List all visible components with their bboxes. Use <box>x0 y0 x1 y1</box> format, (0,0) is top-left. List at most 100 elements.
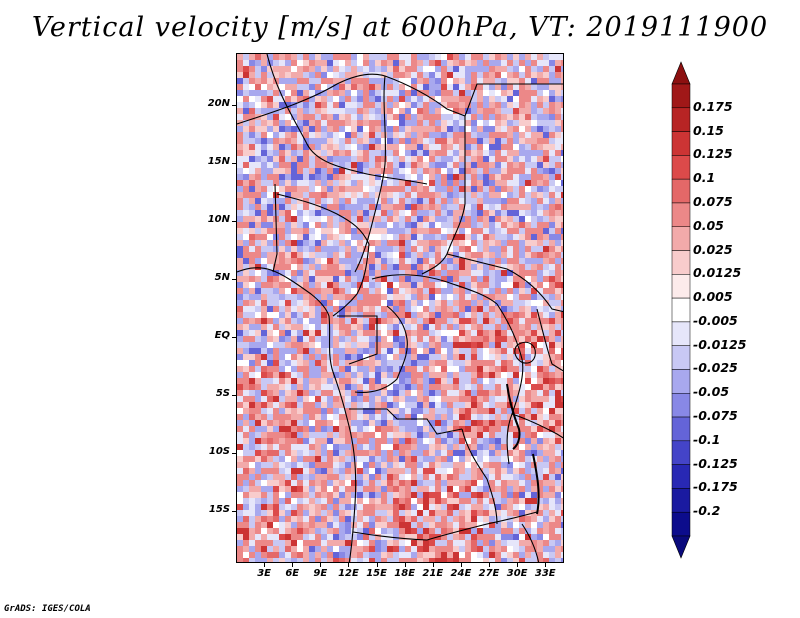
field-cell <box>561 522 563 528</box>
field-cell <box>537 516 543 522</box>
field-cell <box>315 114 321 120</box>
field-cell <box>285 258 291 264</box>
field-cell <box>525 240 531 246</box>
field-cell <box>237 300 243 306</box>
field-cell <box>243 276 249 282</box>
field-cell <box>321 300 327 306</box>
field-cell <box>531 60 537 66</box>
field-cell <box>453 414 459 420</box>
field-cell <box>447 258 453 264</box>
field-cell <box>441 192 447 198</box>
field-cell <box>297 120 303 126</box>
field-cell <box>357 246 363 252</box>
field-cell <box>477 552 483 558</box>
field-cell <box>351 306 357 312</box>
field-cell <box>411 108 417 114</box>
field-cell <box>345 414 351 420</box>
field-cell <box>327 522 333 528</box>
field-cell <box>255 72 261 78</box>
field-cell <box>273 282 279 288</box>
field-cell <box>399 354 405 360</box>
field-cell <box>495 270 501 276</box>
field-cell <box>399 186 405 192</box>
colorbar-label: -0.175 <box>693 479 738 495</box>
field-cell <box>453 486 459 492</box>
field-cell <box>309 294 315 300</box>
field-cell <box>345 480 351 486</box>
field-cell <box>525 180 531 186</box>
border-drc-east <box>496 303 524 465</box>
field-cell <box>435 120 441 126</box>
field-cell <box>477 90 483 96</box>
field-cell <box>537 468 543 474</box>
field-cell <box>507 444 513 450</box>
field-cell <box>291 396 297 402</box>
field-cell <box>351 468 357 474</box>
field-cell <box>291 156 297 162</box>
field-cell <box>345 120 351 126</box>
field-cell <box>345 498 351 504</box>
field-cell <box>273 348 279 354</box>
field-cell <box>357 132 363 138</box>
field-cell <box>441 498 447 504</box>
field-cell <box>351 312 357 318</box>
field-cell <box>411 144 417 150</box>
field-cell <box>303 330 309 336</box>
field-cell <box>393 408 399 414</box>
field-cell <box>399 468 405 474</box>
field-cell <box>531 78 537 84</box>
field-cell <box>507 414 513 420</box>
field-cell <box>243 444 249 450</box>
field-cell <box>435 318 441 324</box>
field-cell <box>339 240 345 246</box>
field-cell <box>363 276 369 282</box>
field-cell <box>399 516 405 522</box>
field-cell <box>249 276 255 282</box>
field-cell <box>429 426 435 432</box>
lon-label: 3E <box>257 568 271 579</box>
field-cell <box>459 414 465 420</box>
field-cell <box>339 78 345 84</box>
field-cell <box>399 402 405 408</box>
field-cell <box>459 462 465 468</box>
field-cell <box>285 114 291 120</box>
field-cell <box>273 306 279 312</box>
field-cell <box>315 414 321 420</box>
field-cell <box>435 252 441 258</box>
field-cell <box>465 264 471 270</box>
field-cell <box>297 474 303 480</box>
field-cell <box>549 150 555 156</box>
field-cell <box>501 480 507 486</box>
field-cell <box>465 90 471 96</box>
field-cell <box>519 312 525 318</box>
field-cell <box>405 438 411 444</box>
field-cell <box>291 498 297 504</box>
field-cell <box>519 126 525 132</box>
field-cell <box>525 324 531 330</box>
field-cell <box>369 102 375 108</box>
field-cell <box>489 84 495 90</box>
field-cell <box>321 72 327 78</box>
field-cell <box>555 456 561 462</box>
field-cell <box>531 474 537 480</box>
field-cell <box>519 492 525 498</box>
field-cell <box>285 330 291 336</box>
field-cell <box>429 186 435 192</box>
field-cell <box>549 546 555 552</box>
field-cell <box>285 108 291 114</box>
field-cell <box>483 312 489 318</box>
field-cell <box>261 102 267 108</box>
field-cell <box>471 522 477 528</box>
field-cell <box>453 150 459 156</box>
field-cell <box>285 402 291 408</box>
field-cell <box>405 288 411 294</box>
field-cell <box>345 342 351 348</box>
field-cell <box>435 96 441 102</box>
field-cell <box>555 168 561 174</box>
field-cell <box>345 492 351 498</box>
field-cell <box>549 432 555 438</box>
field-cell <box>441 174 447 180</box>
field-cell <box>411 504 417 510</box>
field-cell <box>357 234 363 240</box>
field-cell <box>459 324 465 330</box>
